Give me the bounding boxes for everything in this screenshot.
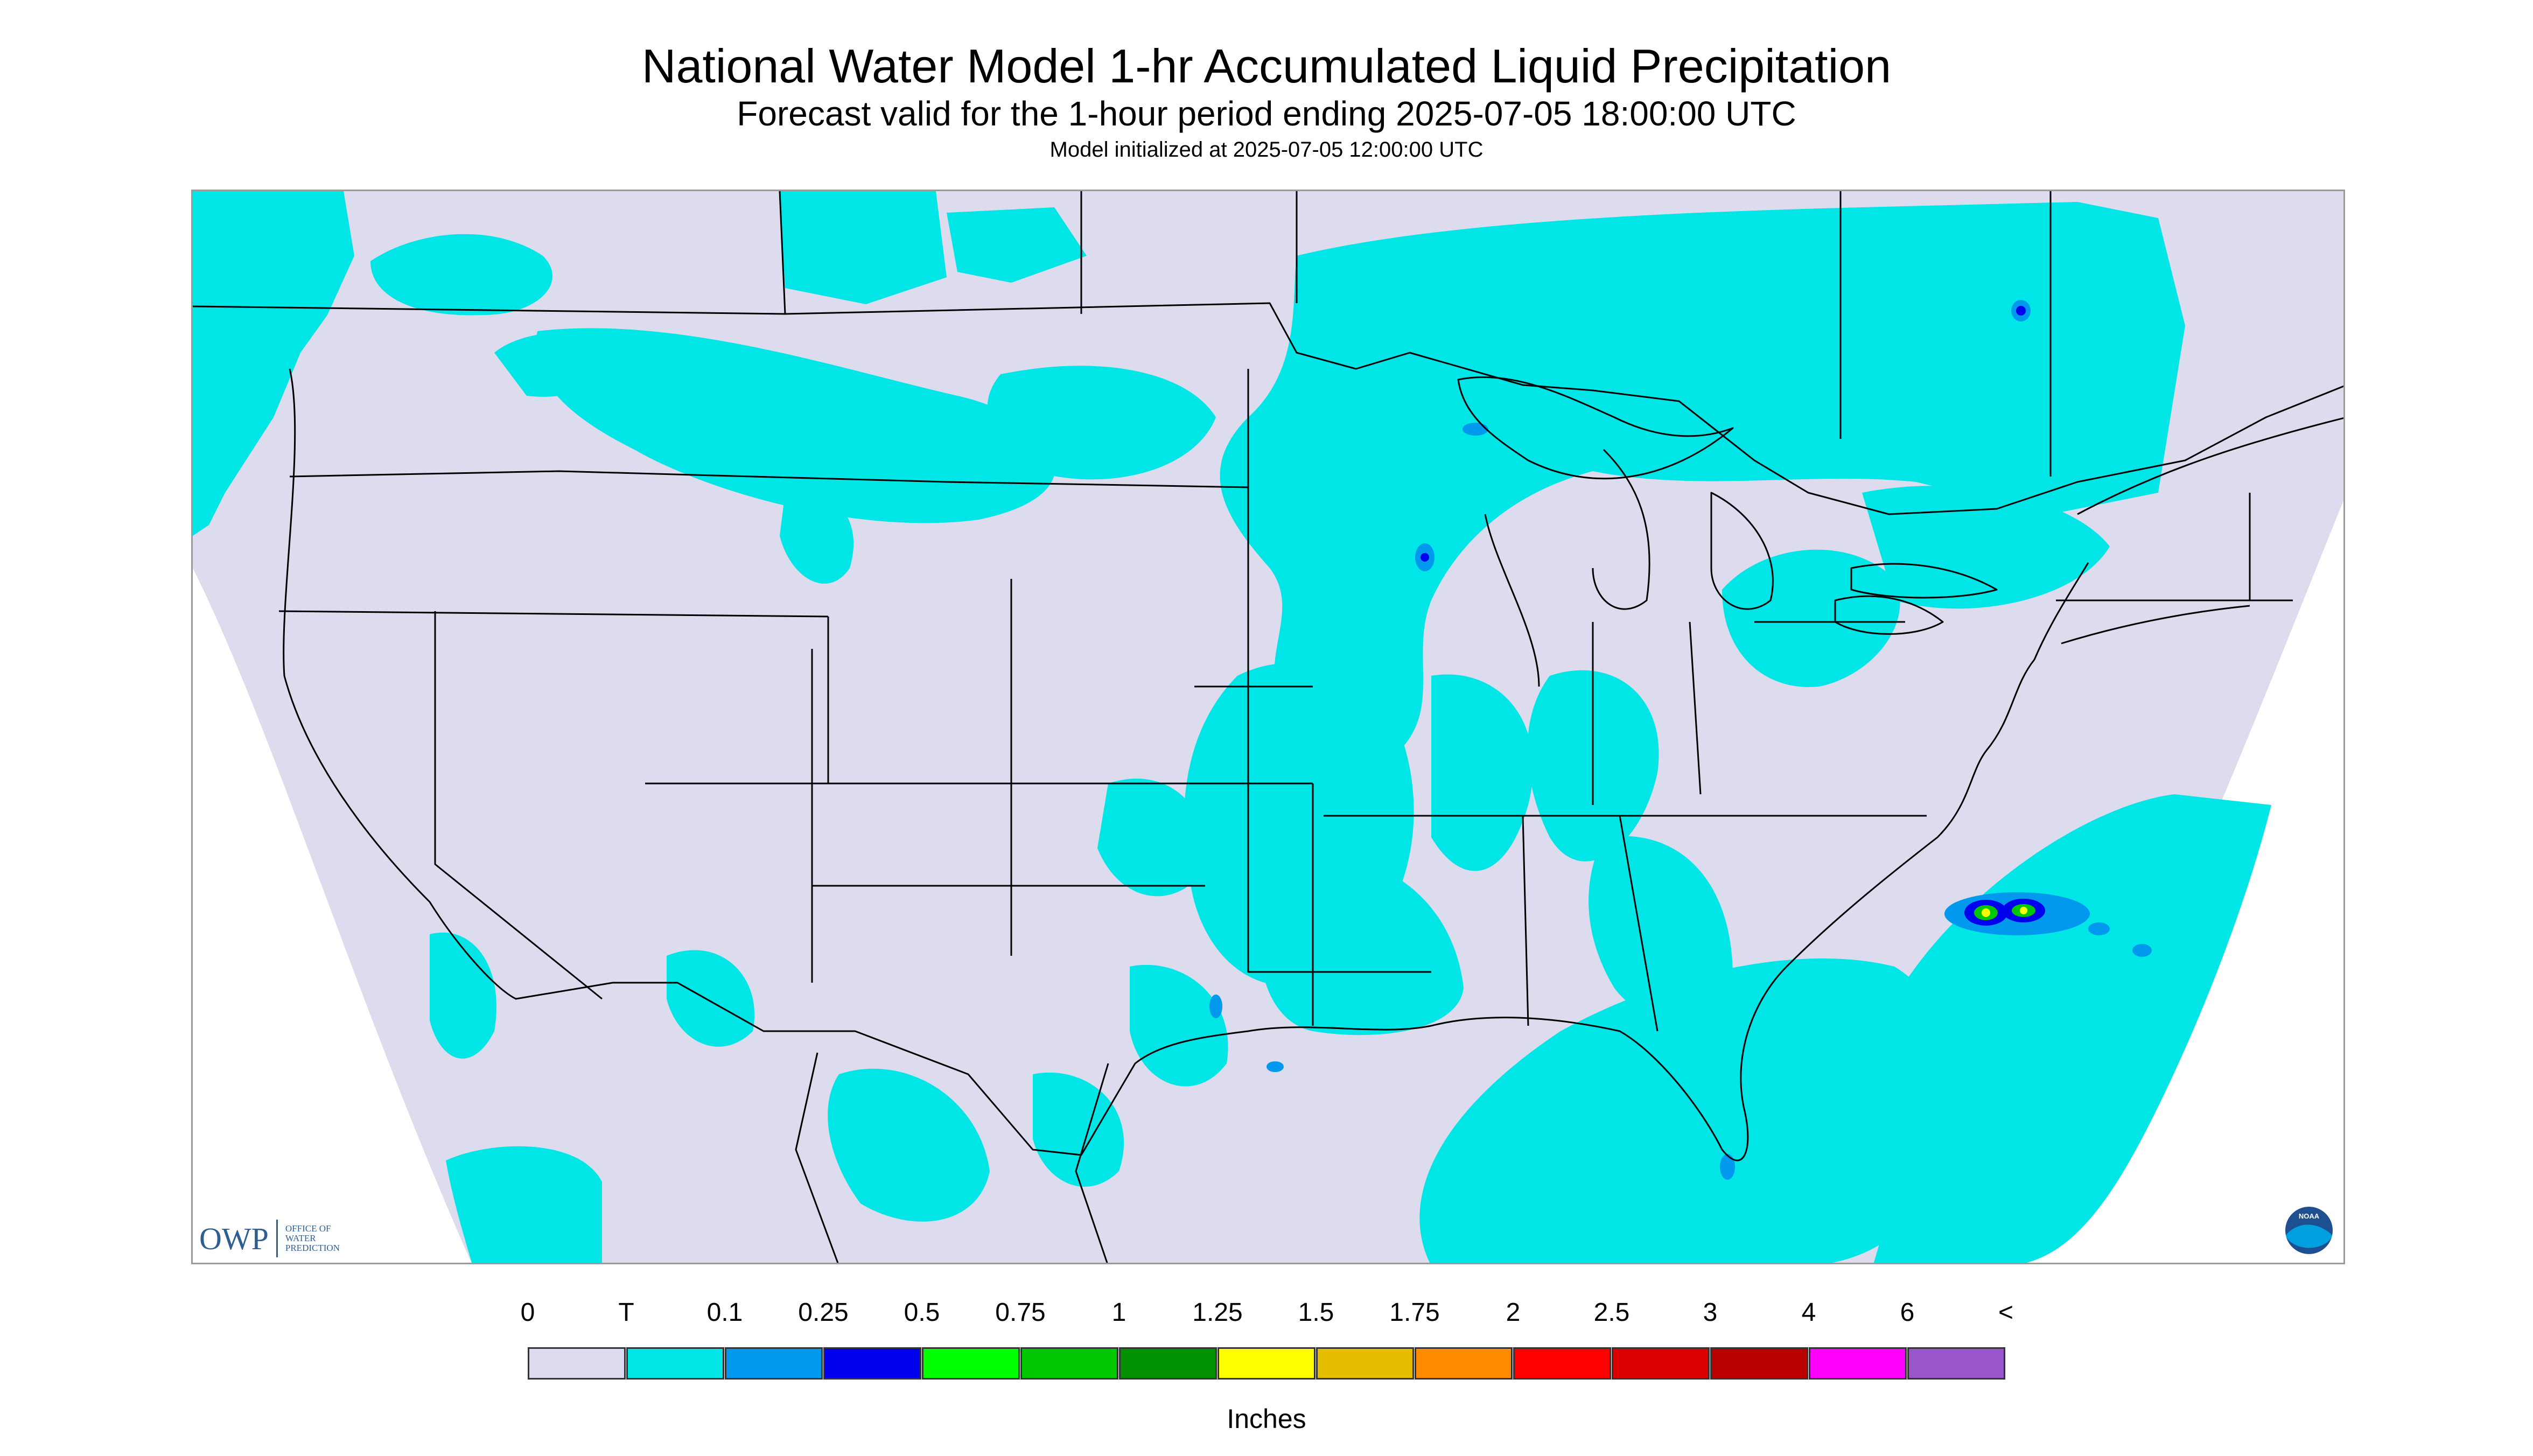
- noaa-logo-icon: NOAA: [2283, 1205, 2335, 1256]
- heavy-precip-cores: [1209, 300, 2152, 1180]
- model-init-line: Model initialized at 2025-07-05 12:00:00…: [1049, 138, 1484, 162]
- legend-swatch: [1612, 1347, 1710, 1380]
- legend-swatch: [1020, 1347, 1118, 1380]
- legend-tick-label: 4: [1801, 1298, 1816, 1327]
- legend-units-label: Inches: [1227, 1404, 1306, 1434]
- legend-swatch: [1316, 1347, 1414, 1380]
- legend-swatch: [1809, 1347, 1907, 1380]
- legend-swatch: [1119, 1347, 1217, 1380]
- legend-tick-label: 0: [520, 1298, 535, 1327]
- state-and-country-boundaries: [193, 191, 2343, 1263]
- owp-logo-divider: [276, 1220, 278, 1257]
- legend-tick-label: <: [1998, 1298, 2014, 1327]
- legend-tick-label: 6: [1900, 1298, 1915, 1327]
- legend-tick-label: 0.75: [995, 1298, 1046, 1327]
- legend-tick-label: 1.5: [1298, 1298, 1334, 1327]
- precipitation-map: NOAA: [191, 190, 2345, 1264]
- legend-swatch: [626, 1347, 724, 1380]
- legend-swatch: [922, 1347, 1020, 1380]
- legend-tick-label: 3: [1703, 1298, 1718, 1327]
- legend-tick-label: 1: [1111, 1298, 1126, 1327]
- legend-tick-label: 2.5: [1593, 1298, 1630, 1327]
- map-title: National Water Model 1-hr Accumulated Li…: [641, 39, 1892, 93]
- legend-swatch: [1513, 1347, 1611, 1380]
- legend-swatch: [1907, 1347, 2005, 1380]
- legend-swatch: [823, 1347, 921, 1380]
- legend-tick-label: 1.75: [1389, 1298, 1440, 1327]
- legend-tick-label: 2: [1506, 1298, 1521, 1327]
- owp-logo-mark: OWP: [199, 1221, 269, 1256]
- legend-swatch: [1217, 1347, 1316, 1380]
- legend-tick-label: 0.5: [904, 1298, 940, 1327]
- legend-swatch: [528, 1347, 626, 1380]
- owp-logo-text: Office of Water Prediction: [285, 1223, 340, 1253]
- legend-swatch: [725, 1347, 823, 1380]
- map-canvas: NOAA: [193, 191, 2343, 1263]
- forecast-valid-subtitle: Forecast valid for the 1-hour period end…: [737, 94, 1796, 133]
- legend-swatches: [528, 1347, 2006, 1380]
- legend-swatch: [1415, 1347, 1513, 1380]
- legend-tick-label: 0.1: [706, 1298, 743, 1327]
- legend-swatch: [1710, 1347, 1808, 1380]
- noaa-logo-text: NOAA: [2299, 1212, 2320, 1220]
- legend-tick-label: T: [618, 1298, 634, 1327]
- legend-tick-label: 0.25: [798, 1298, 849, 1327]
- trace-precip-areas: [193, 191, 2271, 1263]
- owp-logo: OWP Office of Water Prediction: [199, 1214, 355, 1263]
- legend-tick-label: 1.25: [1192, 1298, 1243, 1327]
